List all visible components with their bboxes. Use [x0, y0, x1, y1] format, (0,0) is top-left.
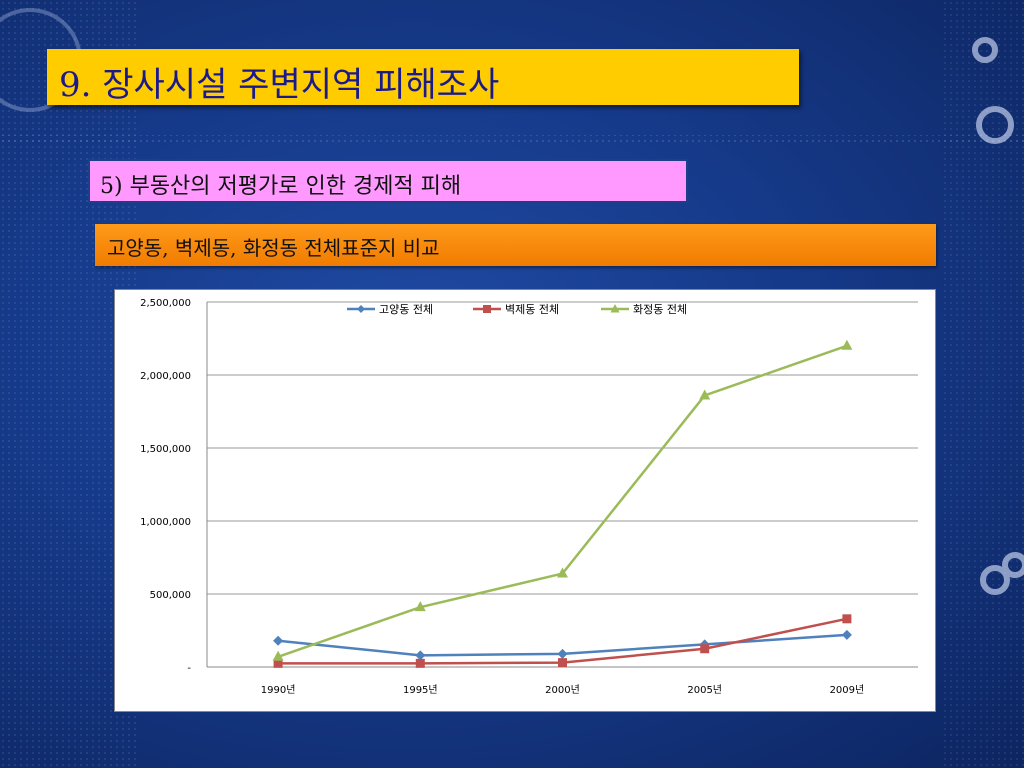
- x-tick-label: 1990년: [261, 684, 296, 696]
- y-tick-label: 2,500,000: [140, 298, 191, 309]
- data-point: [415, 650, 426, 661]
- data-point: [558, 658, 567, 668]
- y-tick-label: 500,000: [150, 590, 191, 601]
- subtitle-box: 5) 부동산의 저평가로 인한 경제적 피해: [88, 159, 688, 203]
- y-tick-label: 2,000,000: [140, 371, 191, 382]
- line-chart: - 500,000 1,000,000 1,500,000 2,000,000 2,500…: [114, 289, 936, 712]
- chart-svg: - 500,000 1,000,000 1,500,000 2,000,000 2,500…: [140, 298, 918, 696]
- data-point: [841, 339, 853, 350]
- legend-label: 화정동 전체: [633, 303, 687, 316]
- data-point: [699, 389, 711, 400]
- y-tick-label: 1,500,000: [140, 444, 191, 455]
- x-tick-label: 2005년: [687, 684, 722, 696]
- x-tick-label: 1995년: [403, 684, 438, 696]
- y-tick-label: 1,000,000: [140, 517, 191, 528]
- title-box: 9. 장사시설 주변지역 피해조사: [47, 49, 799, 105]
- data-point: [414, 601, 426, 612]
- data-point: [557, 567, 568, 578]
- subtitle: 5) 부동산의 저평가로 인한 경제적 피해: [100, 174, 462, 199]
- legend-label: 고양동 전체: [379, 303, 433, 316]
- x-tick-label: 2009년: [830, 684, 865, 696]
- data-point: [557, 648, 568, 659]
- data-point: [700, 644, 710, 654]
- data-point: [273, 635, 284, 646]
- legend-marker: [357, 305, 365, 313]
- legend-marker: [483, 305, 491, 313]
- series-line: [277, 344, 848, 658]
- data-point: [415, 658, 425, 668]
- data-point: [842, 614, 852, 624]
- gear-icon: [972, 37, 1024, 595]
- page-title: 9. 장사시설 주변지역 피해조사: [59, 65, 500, 105]
- section-label-box: 고양동, 벽제동, 화정동 전체표준지 비교: [95, 224, 936, 266]
- section-label: 고양동, 벽제동, 화정동 전체표준지 비교: [107, 236, 440, 260]
- data-point: [841, 629, 852, 640]
- legend-marker: [610, 304, 620, 313]
- y-tick-label: -: [187, 663, 191, 674]
- data-point: [272, 650, 284, 661]
- data-point: [273, 658, 283, 668]
- x-tick-label: 2000년: [545, 684, 580, 696]
- legend-label: 벽제동 전체: [505, 303, 559, 316]
